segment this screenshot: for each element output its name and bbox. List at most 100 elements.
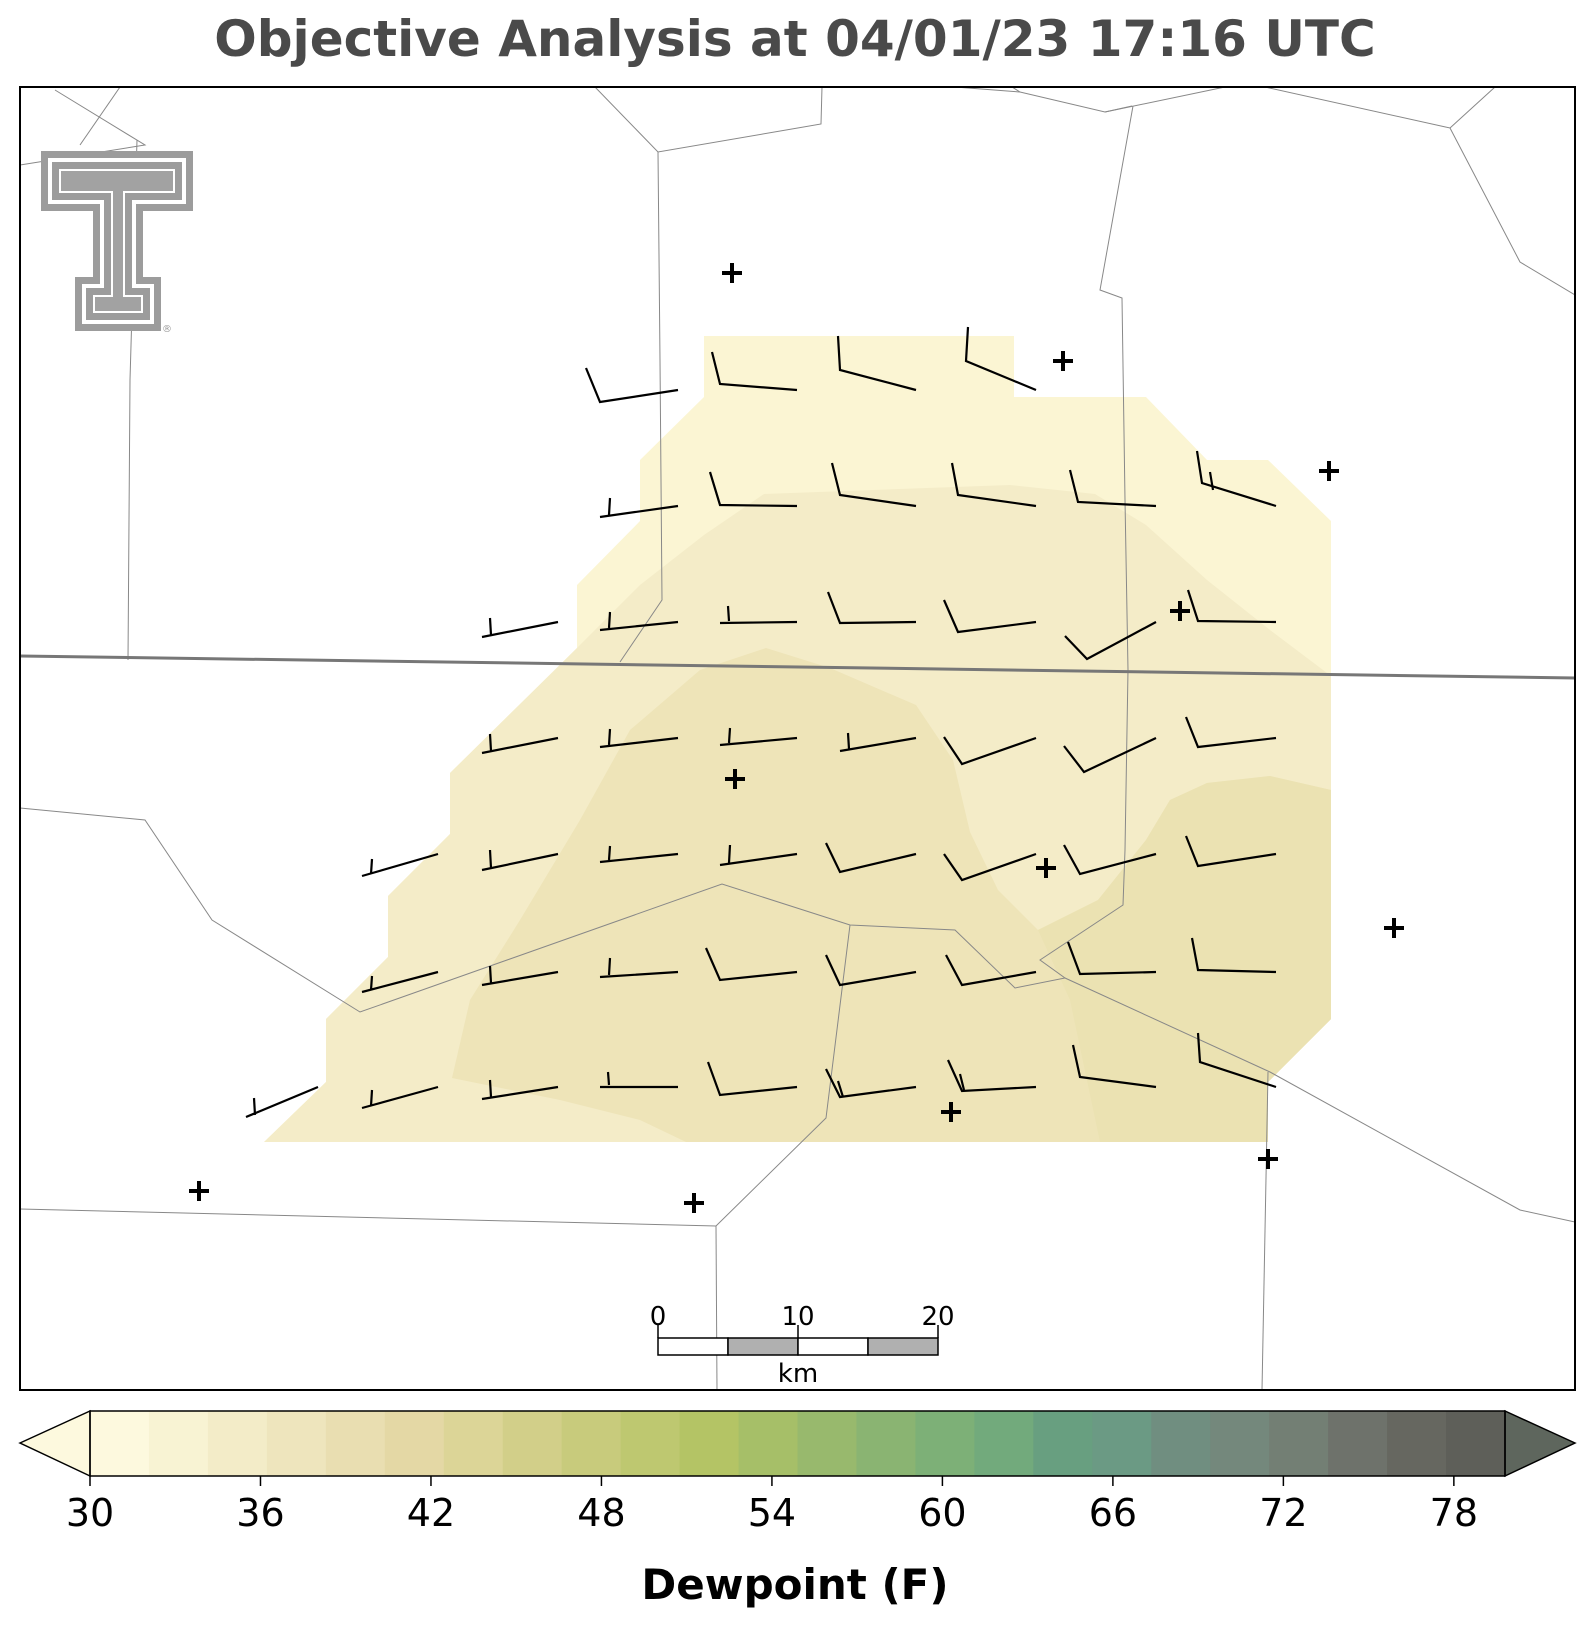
colorbar-cell xyxy=(1269,1411,1329,1476)
colorbar-cell xyxy=(1328,1411,1388,1476)
colorbar-cell xyxy=(207,1411,268,1476)
wind-barb xyxy=(942,599,1037,634)
scale-label-10: 10 xyxy=(781,1302,814,1332)
colorbar-tick-label: 36 xyxy=(236,1491,284,1535)
scale-unit: km xyxy=(778,1359,818,1389)
wind-barb xyxy=(1184,716,1277,749)
wind-barb xyxy=(361,1085,439,1110)
scale-label-0: 0 xyxy=(650,1302,667,1332)
colorbar-tick-label: 66 xyxy=(1089,1491,1137,1535)
wind-barb xyxy=(361,852,439,878)
wind-barb xyxy=(1068,469,1157,508)
map-title: Objective Analysis at 04/01/23 17:16 UTC xyxy=(214,10,1376,68)
station-marker xyxy=(1258,1149,1278,1169)
station-marker xyxy=(1170,601,1190,621)
colorbar-cell xyxy=(856,1411,917,1476)
wind-barb xyxy=(1066,941,1157,976)
wind-barb xyxy=(481,849,559,872)
wind-barb xyxy=(708,471,798,508)
colorbar-cell xyxy=(1446,1411,1506,1476)
colorbar-cell xyxy=(679,1411,740,1476)
station-marker xyxy=(1384,918,1404,938)
wind-barb-flag xyxy=(1208,471,1215,491)
texas-tech-logo: ® xyxy=(41,151,193,335)
wind-barb xyxy=(704,947,798,982)
wind-barb xyxy=(361,970,439,994)
colorbar-cell xyxy=(620,1411,681,1476)
map-panel: ® 0 10 20 km xyxy=(19,86,1576,1391)
colorbar-tick-label: 54 xyxy=(748,1491,796,1535)
wind-barb xyxy=(1063,844,1157,876)
county-lines xyxy=(20,87,1575,1390)
wind-barb-flag xyxy=(836,1080,845,1098)
wind-barb xyxy=(719,605,798,625)
colorbar-cell xyxy=(90,1411,150,1476)
wind-barb xyxy=(481,1079,559,1101)
colorbar-cell xyxy=(502,1411,563,1476)
colorbar-tick-label: 72 xyxy=(1259,1491,1307,1535)
colorbar-tick-label: 60 xyxy=(918,1491,966,1535)
colorbar-cell xyxy=(443,1411,504,1476)
wind-barb xyxy=(1064,621,1157,661)
station-marker xyxy=(941,1102,961,1122)
map-frame xyxy=(19,86,1576,1391)
wind-barb xyxy=(836,335,917,392)
state-border xyxy=(20,654,1575,680)
station-marker xyxy=(725,769,745,789)
scale-bar: 0 10 20 km xyxy=(650,1302,955,1389)
svg-text:®: ® xyxy=(162,324,172,335)
wind-barb xyxy=(1063,737,1157,774)
wind-barb xyxy=(943,736,1037,766)
station-marker xyxy=(1036,858,1056,878)
colorbar-tick-label: 78 xyxy=(1430,1491,1478,1535)
colorbar-cell xyxy=(561,1411,622,1476)
wind-barb xyxy=(600,1071,678,1089)
wind-barb xyxy=(1196,1032,1277,1089)
wind-barb xyxy=(825,954,917,987)
station-marker xyxy=(722,263,742,283)
colorbar-label: Dewpoint (F) xyxy=(641,1560,949,1609)
wind-barb xyxy=(825,1068,917,1099)
colorbar-cell xyxy=(1033,1411,1093,1476)
wind-barb xyxy=(710,351,798,392)
wind-barb xyxy=(584,367,679,404)
wind-barb xyxy=(599,845,679,864)
wind-barbs xyxy=(245,326,1277,1119)
colorbar-frame xyxy=(89,1410,1506,1477)
wind-barb xyxy=(1186,589,1277,624)
wind-barb xyxy=(706,1061,798,1097)
colorbar-cell xyxy=(1151,1411,1211,1476)
station-marker xyxy=(684,1193,704,1213)
wind-barb xyxy=(599,611,679,632)
wind-barb xyxy=(945,954,1037,987)
station-marker xyxy=(189,1181,209,1201)
wind-barb xyxy=(599,728,679,749)
colorbar-cell xyxy=(325,1411,386,1476)
colorbar-cells xyxy=(90,1411,1506,1476)
colorbar-cell xyxy=(1092,1411,1152,1476)
colorbar-cell xyxy=(974,1411,1034,1476)
colorbar-cell xyxy=(384,1411,445,1476)
colorbar-tick-label: 42 xyxy=(407,1491,455,1535)
wind-barb xyxy=(481,965,559,987)
colorbar-extend-high xyxy=(1504,1409,1577,1478)
wind-barb xyxy=(245,1085,319,1119)
wind-barb xyxy=(481,733,559,755)
wind-barb xyxy=(964,326,1037,392)
station-marker xyxy=(1319,461,1339,481)
colorbar-tick-label: 48 xyxy=(577,1491,625,1535)
wind-barb xyxy=(599,957,679,979)
colorbar-cell xyxy=(1387,1411,1447,1476)
colorbar-cell xyxy=(797,1411,858,1476)
wind-barb xyxy=(950,462,1037,508)
colorbar-cell xyxy=(266,1411,327,1476)
wind-barb xyxy=(1071,1044,1157,1089)
wind-barb xyxy=(719,727,798,747)
wind-barb xyxy=(1184,835,1277,868)
colorbar-cell xyxy=(915,1411,975,1476)
wind-barb xyxy=(839,732,917,753)
wind-barb xyxy=(1190,937,1277,974)
wind-barb xyxy=(826,591,917,625)
wind-barb xyxy=(825,842,917,874)
wind-barb xyxy=(1195,450,1277,508)
